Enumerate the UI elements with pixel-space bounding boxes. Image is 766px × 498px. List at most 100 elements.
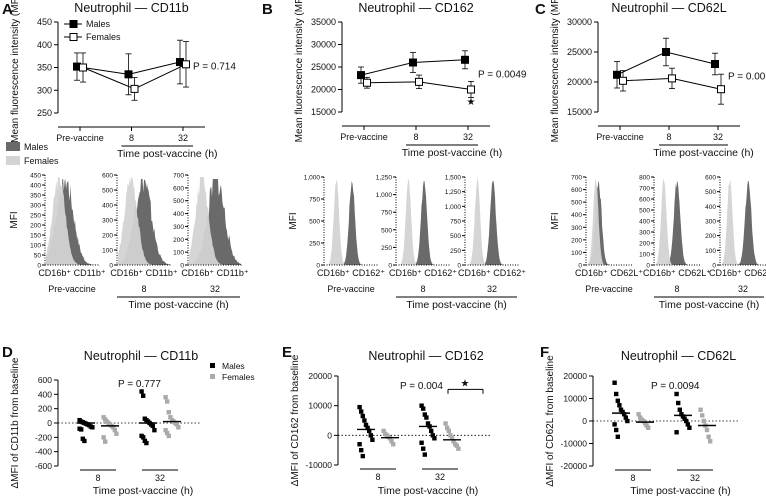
p-value: P = 0.0094	[651, 381, 700, 392]
female-point	[166, 433, 171, 439]
panel-letter-D: D	[2, 344, 13, 361]
hist-y-tick-label: 750	[450, 219, 461, 226]
legend-marker	[69, 33, 78, 41]
male-point	[422, 452, 427, 457]
time-label: 8	[674, 284, 679, 294]
y-tick-label: 600	[38, 375, 52, 385]
male-point	[620, 409, 625, 415]
x-axis-label: Time post-vaccine (h)	[653, 147, 754, 159]
legend-marker-males	[210, 363, 215, 368]
data-point-females	[182, 60, 190, 69]
male-point	[359, 409, 364, 414]
female-point	[636, 412, 641, 417]
hist-y-tick-label: 0	[712, 263, 716, 270]
female-point	[641, 418, 646, 424]
legend-label: Males	[24, 142, 49, 152]
legend-label: Males	[86, 19, 111, 29]
hist-y-tick-label: 250	[381, 245, 392, 252]
marker-label: CD16b⁺ CD11b⁺	[38, 268, 106, 278]
data-point-males	[662, 48, 670, 56]
male-point	[90, 425, 95, 430]
female-histogram	[721, 179, 765, 265]
p-value: P = 0.777	[118, 379, 161, 390]
male-point	[432, 436, 437, 441]
hist-y-tick-label: 600	[705, 175, 716, 182]
female-histogram	[466, 179, 518, 265]
male-point	[614, 427, 619, 433]
marker-label: CD16b⁺ CD162⁺	[389, 268, 457, 278]
hist-y-tick-label: 50	[34, 253, 42, 260]
hist-y-tick-label: 1,500	[445, 175, 462, 182]
scatter-chart-D: Neutrophil — CD11b -600 -400 -200 0 200 400 600…	[10, 349, 255, 497]
x-tick-label: 8	[375, 472, 380, 482]
male-point	[82, 438, 87, 444]
hist-y-tick-label: 750	[309, 197, 320, 204]
male-point	[612, 380, 617, 385]
hist-y-tick-label: 300	[639, 230, 650, 237]
y-tick-label: 300	[37, 85, 52, 95]
x-axis-label: Time post-vaccine (h)	[117, 148, 218, 160]
line-chart-B: Neutrophil — CD162 15000 20000 25000 30000 35…	[294, 0, 527, 159]
hist-y-tick-label: 500	[571, 200, 582, 207]
hist-y-tick-label: 600	[639, 197, 650, 204]
male-histogram	[655, 181, 699, 265]
x-axis-label: Time post-vaccine (h)	[659, 299, 760, 311]
male-point	[622, 412, 627, 417]
hist-y-tick-label: 700	[639, 186, 650, 193]
female-point	[446, 428, 451, 434]
y-tick-label: 15000	[567, 107, 592, 117]
hist-y-tick-label: 1,000	[376, 192, 393, 199]
x-axis-label: Time post-vaccine (h)	[402, 147, 503, 159]
hist-y-tick-label: 0	[457, 263, 461, 270]
female-point	[114, 431, 119, 436]
x-tick-label: 32	[713, 132, 723, 142]
female-histogram	[189, 177, 241, 265]
data-point-males	[461, 55, 469, 64]
legend-label: Females	[222, 372, 255, 382]
y-axis-label: ΔMFI of CD62L from baseline	[545, 355, 556, 487]
x-tick-label: Pre-vaccine	[340, 132, 388, 142]
hist-y-tick-label: 300	[30, 203, 41, 210]
male-point	[368, 433, 373, 438]
chart-title: Neutrophil — CD11b	[74, 1, 188, 15]
male-point	[680, 414, 686, 419]
female-point	[445, 425, 450, 431]
y-axis-label: Mean fluorescence intensity (MFI)	[10, 0, 21, 143]
y-tick-label: 250	[37, 108, 52, 118]
y-axis-label: ΔMFI of CD11b from baseline	[10, 357, 21, 488]
male-point	[419, 440, 424, 445]
hist-y-tick-label: 400	[571, 212, 582, 219]
x-tick-label: 8	[95, 473, 100, 483]
male-point	[430, 433, 435, 438]
hist-y-tick-label: 300	[571, 225, 582, 232]
chart-title: Neutrophil — CD62L	[611, 1, 726, 15]
hist-y-tick-label: 500	[450, 233, 461, 240]
male-point	[359, 447, 364, 453]
hist-y-tick-label: 0	[180, 263, 184, 270]
hist-y-tick-label: 0	[37, 263, 41, 270]
y-tick-label: 0	[327, 430, 332, 440]
hist-y-tick-label: 800	[639, 175, 650, 182]
hist-y-tick-label: 350	[30, 193, 41, 200]
male-point	[618, 407, 624, 412]
hist-y-tick-label: 0	[316, 263, 320, 270]
hist-y-tick-label: 100	[571, 250, 582, 257]
female-histogram	[655, 179, 699, 265]
female-point	[456, 446, 461, 451]
male-point	[424, 415, 429, 420]
male-point	[79, 427, 84, 432]
y-tick-label: -200	[35, 432, 52, 442]
hist-y-tick-label: 400	[102, 203, 113, 210]
panel-letter-B: B	[262, 1, 273, 18]
y-tick-label: 10000	[308, 401, 332, 411]
y-tick-label: 400	[38, 389, 52, 399]
y-axis-label: Mean fluorescence intensity (MFI)	[294, 0, 305, 142]
y-tick-label: 10000	[563, 394, 587, 404]
data-point-females	[79, 63, 87, 72]
y-tick-label: 15000	[311, 107, 336, 117]
time-label: Pre-vaccine	[327, 284, 375, 294]
panel-letter-E: E	[282, 344, 292, 361]
time-label: Pre-vaccine	[48, 284, 96, 294]
data-point-males	[357, 71, 365, 80]
scatter-chart-F: Neutrophil — CD62L -20000 -10000 0 10000 2000…	[545, 349, 740, 497]
